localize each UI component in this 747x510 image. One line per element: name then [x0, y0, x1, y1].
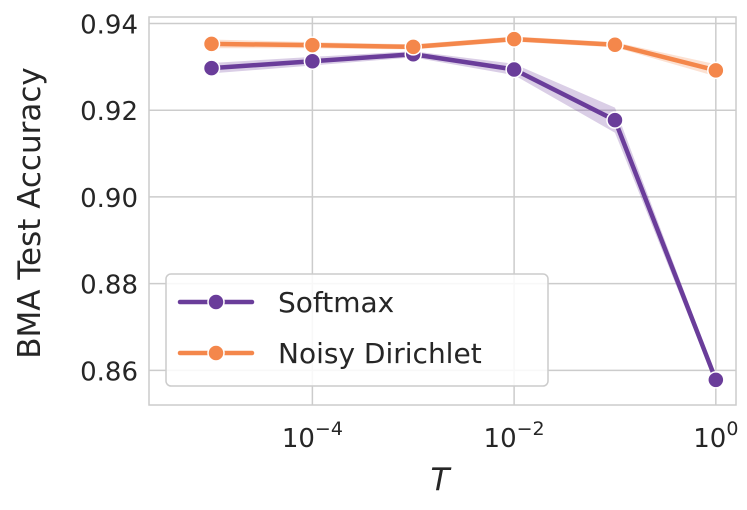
y-tick-label: 0.86 — [80, 357, 138, 387]
plot-frame — [148, 16, 737, 406]
y-tick-labels: 0.86 0.88 0.90 0.92 0.94 — [80, 11, 138, 388]
point-noisy-dirichlet — [303, 36, 322, 54]
series-lines — [209, 36, 719, 383]
y-axis-label: BMA Test Accuracy — [12, 67, 48, 359]
y-tick-label: 0.90 — [80, 184, 138, 214]
x-axis-label: T — [431, 462, 452, 498]
legend-marker-softmax — [207, 293, 225, 311]
x-tick-labels: 10−4 10−2 100 — [282, 418, 739, 454]
legend-marker-noisy-dirichlet — [207, 344, 225, 362]
point-softmax — [303, 52, 322, 70]
x-tick-label: 10−4 — [282, 418, 343, 454]
line-noisy-dirichlet — [209, 36, 719, 73]
legend: Softmax Noisy Dirichlet — [165, 273, 549, 387]
legend-label-softmax: Softmax — [278, 286, 394, 319]
y-tick-label: 0.92 — [80, 97, 138, 127]
y-tick-label: 0.88 — [80, 271, 138, 301]
x-tick-label: 10−2 — [484, 418, 545, 454]
y-tick-label: 0.94 — [80, 11, 138, 41]
x-tick-label: 100 — [693, 418, 738, 454]
legend-label-noisy-dirichlet: Noisy Dirichlet — [278, 337, 482, 370]
point-softmax — [606, 111, 624, 129]
legend-item-noisy-dirichlet: Noisy Dirichlet — [177, 337, 482, 370]
point-softmax — [707, 371, 725, 389]
point-softmax — [202, 59, 221, 77]
point-noisy-dirichlet — [606, 35, 624, 54]
point-noisy-dirichlet — [505, 30, 523, 48]
legend-item-softmax: Softmax — [177, 286, 394, 319]
series-points — [202, 30, 725, 389]
point-noisy-dirichlet — [404, 38, 423, 56]
legend-box — [165, 273, 549, 387]
point-noisy-dirichlet — [707, 61, 725, 80]
line-softmax — [209, 52, 719, 383]
point-noisy-dirichlet — [202, 35, 221, 53]
point-softmax — [505, 60, 523, 79]
